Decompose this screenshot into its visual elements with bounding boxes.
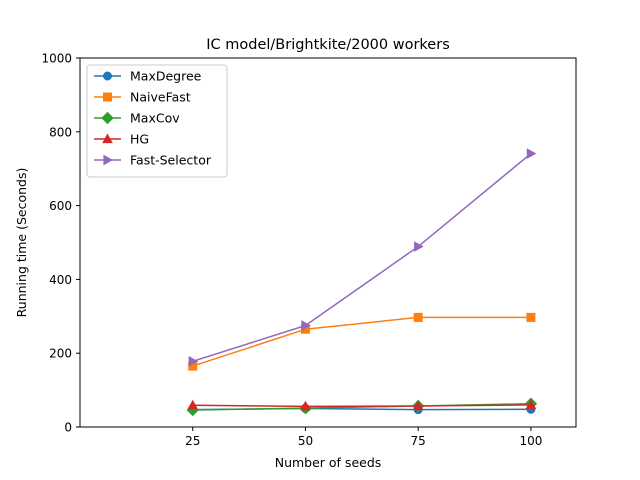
data-point-hg	[187, 399, 199, 410]
data-point-naivefast	[526, 312, 536, 322]
legend-label: HG	[130, 132, 149, 147]
y-axis-label: Running time (Seconds)	[14, 168, 29, 318]
y-tick-label: 400	[49, 273, 72, 287]
legend-marker	[103, 92, 112, 102]
data-point-naivefast	[413, 312, 423, 322]
legend-marker	[103, 154, 114, 166]
x-axis: 25 50 75 100	[185, 427, 542, 448]
x-axis-label: Number of seeds	[275, 455, 382, 470]
x-tick-label: 50	[298, 434, 313, 448]
legend-item: MaxDegree	[94, 69, 202, 84]
legend-item: Fast-Selector	[94, 153, 212, 168]
legend-label: Fast-Selector	[130, 153, 212, 168]
series-naivefast	[188, 312, 536, 371]
chart-title: IC model/Brightkite/2000 workers	[206, 37, 450, 53]
legend-item: MaxCov	[94, 111, 180, 126]
data-point-fast-selector	[188, 355, 199, 367]
legend-box	[86, 64, 228, 178]
y-tick-label: 600	[49, 199, 72, 213]
legend-marker	[101, 111, 114, 125]
data-point-hg	[525, 399, 537, 409]
legend-item: NaiveFast	[94, 90, 191, 105]
data-point-fast-selector	[526, 148, 537, 159]
data-point-fast-selector	[414, 241, 424, 252]
series-line-hg	[191, 404, 532, 408]
x-tick-label: 75	[411, 434, 426, 448]
data-point-fast-selector	[301, 320, 311, 331]
y-tick-label: 200	[49, 347, 72, 361]
y-tick-label: 800	[49, 125, 72, 139]
data-point-hg	[300, 400, 311, 411]
legend-marker	[102, 133, 113, 144]
legend-item: HG	[94, 132, 149, 147]
legend-label: NaiveFast	[130, 90, 191, 105]
y-tick-label: 1000	[41, 52, 72, 66]
y-axis: 0 200 400 600 800 1000	[41, 52, 80, 435]
series-hg	[187, 399, 537, 411]
legend-marker	[103, 71, 112, 81]
series-fast-selector	[188, 148, 537, 367]
y-tick-label: 0	[64, 421, 72, 435]
plot-frame	[79, 57, 577, 428]
plot-area	[186, 148, 538, 417]
legend-label: MaxCov	[130, 111, 180, 126]
series-line-naivefast	[191, 316, 532, 368]
series-line-fast-selector	[191, 152, 532, 363]
legend-label: MaxDegree	[130, 69, 202, 84]
legend: MaxDegree NaiveFast MaxCov HG Fast-Selector	[86, 64, 228, 178]
data-point-hg	[412, 400, 424, 411]
x-tick-label: 25	[185, 434, 200, 448]
x-tick-label: 100	[519, 434, 542, 448]
